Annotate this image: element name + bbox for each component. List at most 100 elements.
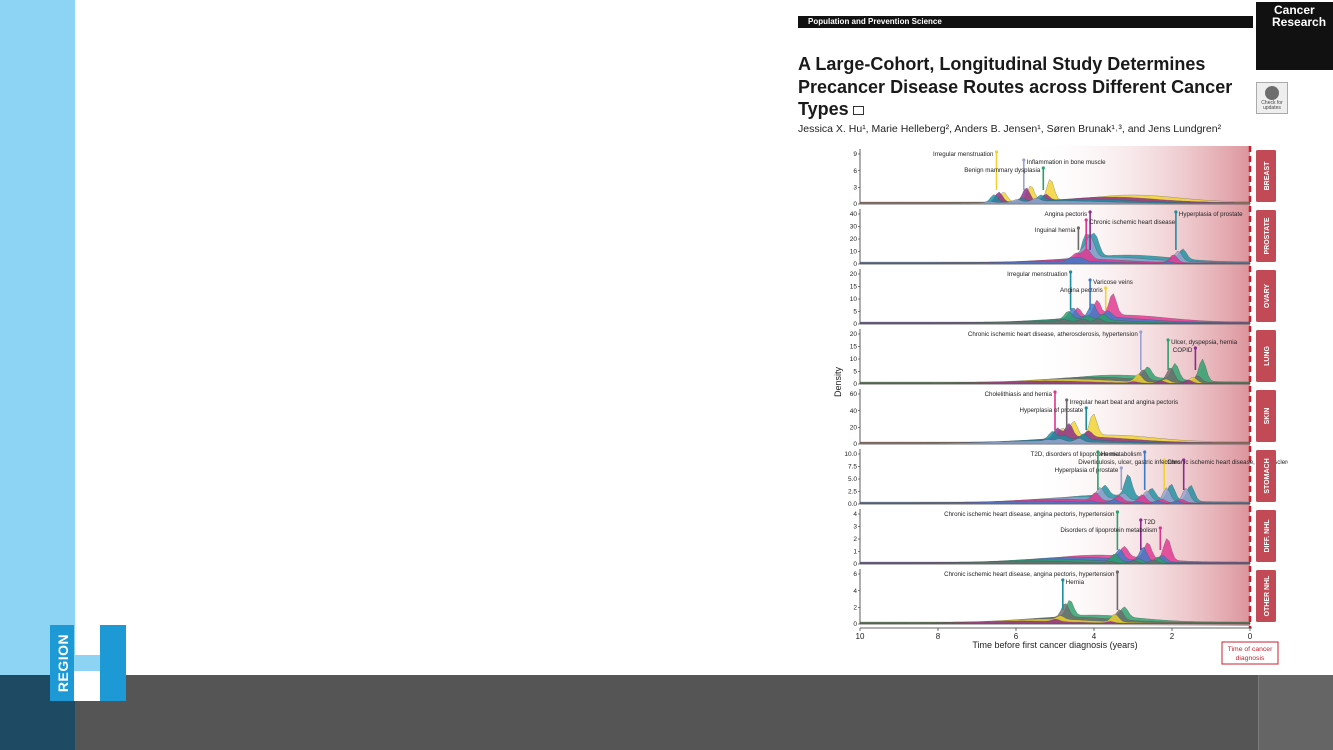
- paper-title: A Large-Cohort, Longitudinal Study Deter…: [798, 53, 1268, 121]
- journal-name-line1: Cancer: [1274, 3, 1315, 17]
- time-gradient-background: [1028, 146, 1250, 626]
- annotation-marker: [1022, 158, 1026, 162]
- annotation-label: Chronic ischemic heart disease, atherosc…: [1167, 459, 1288, 466]
- annotation-marker: [1162, 458, 1166, 462]
- y-axis-label: Density: [833, 366, 843, 397]
- x-tick-label: 10: [856, 632, 865, 641]
- annotation-label: Chronic ischemic heart disease: [1089, 219, 1176, 226]
- panel-skin: 0 20 40 60 Cholelithiasis and hernia Irregula…: [850, 389, 1276, 448]
- y-tick-label: 20: [850, 271, 858, 278]
- annotation-marker: [1088, 278, 1092, 282]
- annotation-marker: [1119, 466, 1123, 470]
- density-area: [859, 431, 1251, 445]
- annotation-marker: [1104, 286, 1108, 290]
- y-tick-label: 40: [850, 408, 858, 415]
- panel-ovary: 0 5 10 15 20 Irregular menstruation Varicose v…: [850, 269, 1276, 328]
- y-tick-label: 0: [853, 561, 857, 568]
- annotation-label: Disorders of lipoprotein metabolism: [1060, 527, 1157, 534]
- annotation-marker: [1088, 210, 1092, 214]
- y-tick-label: 4: [853, 511, 857, 518]
- section-label: Population and Prevention Science: [798, 16, 1253, 28]
- y-tick-label: 4: [853, 588, 857, 595]
- annotation-label: Varicose veins: [1093, 279, 1133, 286]
- annotation-label: Hernia: [1066, 579, 1085, 586]
- density-area: [859, 618, 1251, 625]
- paper-authors: Jessica X. Hu¹, Marie Helleberg², Anders…: [798, 123, 1222, 135]
- density-area: [859, 559, 1251, 565]
- y-tick-label: 6: [853, 168, 857, 175]
- panel-tab-label: OTHER NHL: [1264, 575, 1271, 617]
- annotation-marker: [1076, 226, 1080, 230]
- annotation-marker: [1174, 210, 1178, 214]
- check-for-updates-button[interactable]: Check for updates: [1256, 82, 1288, 114]
- y-tick-label: 30: [850, 224, 858, 231]
- annotation-label: T2D: [1144, 519, 1156, 526]
- panel-stomach: 0.0 2.5 5.0 7.5 10.0 T2D, disorders of lipopr…: [844, 449, 1288, 508]
- density-area: [859, 179, 1251, 205]
- check-updates-label: Check for updates: [1261, 100, 1283, 111]
- panel-tab: [1256, 210, 1276, 262]
- x-tick-label: 6: [1014, 632, 1019, 641]
- density-area: [859, 499, 1251, 505]
- density-area: [859, 438, 1251, 445]
- y-tick-label: 40: [850, 211, 858, 218]
- y-tick-label: 7.5: [848, 464, 857, 471]
- y-tick-label: 2.5: [848, 489, 857, 496]
- y-tick-label: 3: [853, 524, 857, 531]
- annotation-label: Ulcer, dyspepsia, hernia: [1171, 339, 1238, 346]
- annotation-marker: [1041, 166, 1045, 170]
- y-tick-label: 10.0: [844, 451, 857, 458]
- panel-tab-label: LUNG: [1264, 346, 1271, 366]
- annotation-label: Hyperplasia of prostate: [1020, 407, 1084, 414]
- annotation-marker: [1069, 270, 1073, 274]
- y-tick-label: 60: [850, 391, 858, 398]
- annotation-marker: [1065, 398, 1069, 402]
- annotation-label: Chronic ischemic heart disease, angina p…: [944, 571, 1115, 578]
- density-figure: 0 3 6 9 Irregular menstruation Inflammation i…: [833, 146, 1288, 665]
- annotation-marker: [1182, 458, 1186, 462]
- panel-tab: [1256, 270, 1276, 322]
- x-tick-label: 8: [936, 632, 941, 641]
- annotation-marker: [1115, 510, 1119, 514]
- annotation-label: Inflammation in bone muscle: [1027, 159, 1106, 166]
- y-tick-label: 0: [853, 381, 857, 388]
- diagnosis-label-line1: Time of cancer: [1228, 646, 1273, 653]
- panel-tab-label: SKIN: [1264, 408, 1271, 425]
- annotation-marker: [1084, 406, 1088, 410]
- y-tick-label: 15: [850, 344, 858, 351]
- paper-title-text: A Large-Cohort, Longitudinal Study Deter…: [798, 54, 1233, 119]
- region-logo-text: REGION: [55, 633, 72, 693]
- y-tick-label: 5.0: [848, 476, 857, 483]
- panel-tab: [1256, 450, 1276, 502]
- footer-bar: [0, 675, 1333, 750]
- density-area: [859, 487, 1251, 505]
- annotation-label: Inguinal hernia: [1035, 227, 1076, 234]
- y-tick-label: 9: [853, 151, 857, 158]
- diagnosis-label-line2: diagnosis: [1236, 655, 1265, 662]
- annotation-label: Cholelithiasis and hernia: [985, 391, 1053, 398]
- region-h-logo: [50, 625, 126, 701]
- y-tick-label: 0: [853, 201, 857, 208]
- y-tick-label: 20: [850, 236, 858, 243]
- x-tick-label: 2: [1170, 632, 1175, 641]
- diagnosis-label-box: [1221, 641, 1279, 665]
- y-tick-label: 10: [850, 296, 858, 303]
- panel-other-nhl: 0 2 4 6 Chronic ischemic heart disease, angi…: [853, 569, 1276, 628]
- panel-diff-nhl: 0 1 2 3 4 Chronic ischemic heart disease, ang…: [853, 509, 1276, 568]
- x-axis-label: Time before first cancer diagnosis (year…: [972, 640, 1137, 650]
- y-tick-label: 2: [853, 605, 857, 612]
- journal-logo: Cancer Research: [1256, 2, 1333, 70]
- y-tick-label: 10: [850, 249, 858, 256]
- annotation-marker: [1193, 346, 1197, 350]
- annotation-marker: [1143, 450, 1147, 454]
- annotation-marker: [1166, 338, 1170, 342]
- footer-right-block: [1258, 675, 1333, 750]
- panel-tab-label: PROSTATE: [1264, 217, 1271, 254]
- panel-tab-label: BREAST: [1264, 161, 1271, 191]
- panel-breast: 0 3 6 9 Irregular menstruation Inflammation i…: [853, 149, 1276, 208]
- open-access-icon[interactable]: [852, 105, 864, 115]
- annotation-marker: [1158, 526, 1162, 530]
- annotation-label: Irregular heart beat and angina pectoris: [1070, 399, 1178, 406]
- panel-tab: [1256, 510, 1276, 562]
